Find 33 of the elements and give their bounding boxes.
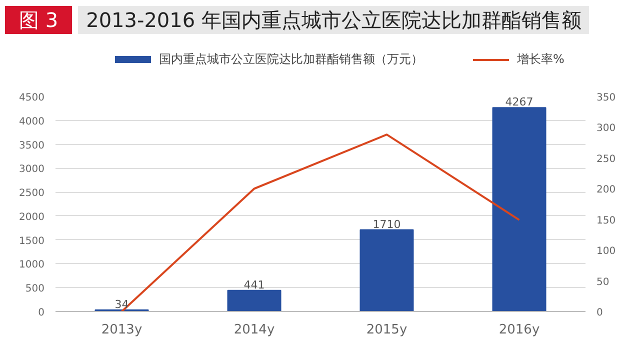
y-tick-label: 2500 [19,188,45,200]
y-tick-label: 1500 [19,236,45,247]
y-tick-label: 4500 [19,92,45,104]
bar [227,290,282,312]
legend-label: 增长率% [517,52,564,66]
data-label: 441 [244,278,265,292]
x-tick-label: 2015y [366,322,408,338]
y2-tick-label: 100 [596,246,616,258]
y2-tick-label: 200 [596,184,616,196]
y-tick-label: 500 [25,284,45,295]
bar [492,107,546,312]
legend-label: 国内重点城市公立医院达比加群酯销售额（万元） [159,52,423,66]
x-tick-label: 2014y [234,322,275,338]
y2-tick-label: 0 [596,308,603,318]
y-tick-label: 3500 [19,140,45,152]
y-tick-label: 3000 [19,164,45,176]
y2-tick-label: 150 [596,215,616,226]
y2-tick-label: 250 [596,154,616,165]
y2-tick-label: 350 [596,92,616,104]
data-label: 34 [114,298,129,311]
data-label: 1710 [372,218,401,231]
x-tick-label: 2013y [101,322,142,338]
chart-title: 2013-2016 年国内重点城市公立医院达比加群酯销售额 [78,6,590,34]
y-tick-label: 1000 [19,260,45,271]
caption: 图 3 [5,6,72,34]
data-label: 4267 [505,96,534,109]
y2-tick-label: 50 [596,276,610,288]
y-tick-label: 2000 [19,212,45,223]
bar [360,229,414,312]
y-tick-label: 4000 [19,116,45,128]
x-tick-label: 2016y [498,322,540,338]
y2-tick-label: 300 [596,123,616,134]
y-tick-label: 0 [38,308,45,318]
